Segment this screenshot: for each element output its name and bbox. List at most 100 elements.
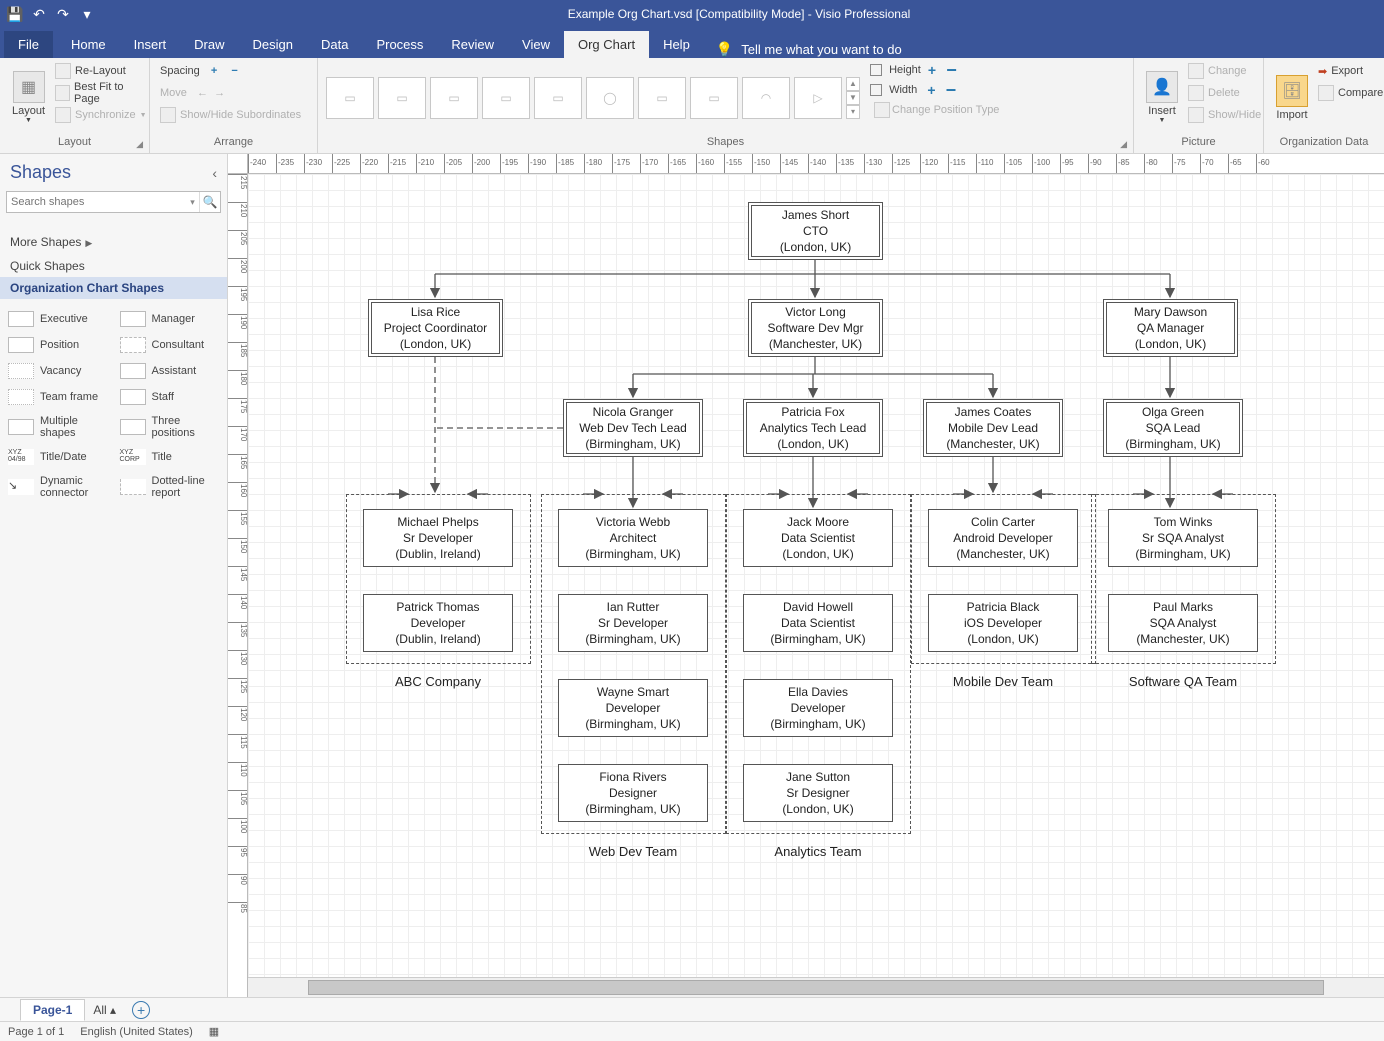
gallery-down-icon[interactable]: ▼ xyxy=(846,91,860,105)
org-box-olga[interactable]: Olga GreenSQA Lead(Birmingham, UK) xyxy=(1103,399,1243,457)
stencil-assistant[interactable]: Assistant xyxy=(118,359,222,383)
shape-style-9[interactable]: ◠ xyxy=(742,77,790,119)
width-check[interactable] xyxy=(870,84,882,96)
shape-style-1[interactable]: ▭ xyxy=(326,77,374,119)
export-button[interactable]: ➡Export xyxy=(1314,60,1384,82)
stencil-multiple[interactable]: Multiple shapes xyxy=(6,411,110,443)
shape-style-5[interactable]: ▭ xyxy=(534,77,582,119)
org-box-mary[interactable]: Mary DawsonQA Manager(London, UK) xyxy=(1103,299,1238,357)
macro-icon[interactable]: ▦ xyxy=(209,1025,219,1038)
team-label-web: Web Dev Team xyxy=(548,844,718,859)
tab-review[interactable]: Review xyxy=(437,31,508,58)
org-box-victoria[interactable]: Victoria WebbArchitect(Birmingham, UK) xyxy=(558,509,708,567)
tab-draw[interactable]: Draw xyxy=(180,31,238,58)
stencil-vacancy[interactable]: Vacancy xyxy=(6,359,110,383)
org-box-jamesc[interactable]: James CoatesMobile Dev Lead(Manchester, … xyxy=(923,399,1063,457)
org-box-pblack[interactable]: Patricia BlackiOS Developer(London, UK) xyxy=(928,594,1078,652)
tab-design[interactable]: Design xyxy=(239,31,307,58)
stencil-titledate[interactable]: XYZ04/98Title/Date xyxy=(6,445,110,469)
org-chart-shapes-category[interactable]: Organization Chart Shapes xyxy=(0,277,227,299)
quick-shapes-category[interactable]: Quick Shapes xyxy=(0,255,227,277)
stencil-teamframe[interactable]: Team frame xyxy=(6,385,110,409)
tab-home[interactable]: Home xyxy=(57,31,120,58)
change-picture-button[interactable]: Change xyxy=(1184,60,1265,82)
tab-process[interactable]: Process xyxy=(362,31,437,58)
save-icon[interactable]: 💾 xyxy=(4,3,26,25)
showhide-picture-button[interactable]: Show/Hide xyxy=(1184,104,1265,126)
org-box-david[interactable]: David HowellData Scientist(Birmingham, U… xyxy=(743,594,893,652)
stencil-consultant[interactable]: Consultant xyxy=(118,333,222,357)
org-box-michael[interactable]: Michael PhelpsSr Developer(Dublin, Irela… xyxy=(363,509,513,567)
tab-view[interactable]: View xyxy=(508,31,564,58)
add-page-button[interactable]: + xyxy=(132,1001,150,1019)
tab-data[interactable]: Data xyxy=(307,31,362,58)
tab-orgchart[interactable]: Org Chart xyxy=(564,31,649,58)
relayout-button[interactable]: Re-Layout xyxy=(51,60,150,82)
stencil-title[interactable]: XYZCORPTitle xyxy=(118,445,222,469)
org-box-jack[interactable]: Jack MooreData Scientist(London, UK) xyxy=(743,509,893,567)
redo-icon[interactable]: ↷ xyxy=(52,3,74,25)
stencil-position[interactable]: Position xyxy=(6,333,110,357)
tab-help[interactable]: Help xyxy=(649,31,704,58)
tab-file[interactable]: File xyxy=(4,31,53,58)
change-position-button[interactable]: Change Position Type xyxy=(870,100,1003,120)
org-box-wayne[interactable]: Wayne SmartDeveloper(Birmingham, UK) xyxy=(558,679,708,737)
stencil-executive[interactable]: Executive xyxy=(6,307,110,331)
tell-me-search[interactable]: 💡 Tell me what you want to do xyxy=(716,41,902,58)
collapse-panel-icon[interactable]: ‹ xyxy=(212,165,217,181)
launcher-icon[interactable]: ◢ xyxy=(136,137,143,151)
stencil-manager[interactable]: Manager xyxy=(118,307,222,331)
spacing-button[interactable]: Spacing + − xyxy=(156,60,311,82)
search-icon[interactable]: 🔍 xyxy=(200,192,220,212)
shape-style-8[interactable]: ▭ xyxy=(690,77,738,119)
tab-insert[interactable]: Insert xyxy=(120,31,181,58)
scrollbar-thumb[interactable] xyxy=(308,980,1324,995)
undo-icon[interactable]: ↶ xyxy=(28,3,50,25)
synchronize-button[interactable]: Synchronize▼ xyxy=(51,104,150,126)
import-button[interactable]: 🗄 Import xyxy=(1270,60,1314,135)
org-box-ella[interactable]: Ella DaviesDeveloper(Birmingham, UK) xyxy=(743,679,893,737)
search-input[interactable] xyxy=(7,192,186,212)
org-box-lisa[interactable]: Lisa RiceProject Coordinator(London, UK) xyxy=(368,299,503,357)
shape-style-4[interactable]: ▭ xyxy=(482,77,530,119)
shape-style-2[interactable]: ▭ xyxy=(378,77,426,119)
shape-style-6[interactable]: ◯ xyxy=(586,77,634,119)
page-status: Page 1 of 1 xyxy=(8,1026,64,1038)
showhide-sub-button[interactable]: Show/Hide Subordinates xyxy=(156,104,311,126)
org-box-patrick[interactable]: Patrick ThomasDeveloper(Dublin, Ireland) xyxy=(363,594,513,652)
shape-style-3[interactable]: ▭ xyxy=(430,77,478,119)
all-pages-button[interactable]: All ▴ xyxy=(93,1003,116,1017)
delete-picture-button[interactable]: Delete xyxy=(1184,82,1265,104)
height-check[interactable] xyxy=(870,64,882,76)
stencil-dynamic-connector[interactable]: ↘Dynamic connector xyxy=(6,471,110,503)
bestfit-button[interactable]: Best Fit to Page xyxy=(51,82,150,104)
org-box-james_short[interactable]: James ShortCTO(London, UK) xyxy=(748,202,883,260)
stencil-staff[interactable]: Staff xyxy=(118,385,222,409)
stencil-three[interactable]: Three positions xyxy=(118,411,222,443)
drawing-canvas[interactable]: ABC CompanyWeb Dev TeamAnalytics TeamMob… xyxy=(248,174,1384,977)
layout-button[interactable]: ▦ Layout▼ xyxy=(6,60,51,135)
qat-dropdown-icon[interactable]: ▾ xyxy=(76,3,98,25)
org-box-fiona[interactable]: Fiona RiversDesigner(Birmingham, UK) xyxy=(558,764,708,822)
org-box-colin[interactable]: Colin CarterAndroid Developer(Manchester… xyxy=(928,509,1078,567)
org-box-jane[interactable]: Jane SuttonSr Designer(London, UK) xyxy=(743,764,893,822)
gallery-more-icon[interactable]: ▾ xyxy=(846,105,860,119)
shape-style-10[interactable]: ▷ xyxy=(794,77,842,119)
launcher-icon[interactable]: ◢ xyxy=(1120,137,1127,151)
more-shapes-button[interactable]: More Shapes▶ xyxy=(0,229,227,255)
search-dropdown-icon[interactable]: ▾ xyxy=(186,192,200,212)
insert-picture-button[interactable]: 👤 Insert▼ xyxy=(1140,60,1184,135)
org-box-paul[interactable]: Paul MarksSQA Analyst(Manchester, UK) xyxy=(1108,594,1258,652)
move-button[interactable]: Move ← → xyxy=(156,82,311,104)
org-box-tom[interactable]: Tom WinksSr SQA Analyst(Birmingham, UK) xyxy=(1108,509,1258,567)
compare-button[interactable]: Compare xyxy=(1314,82,1384,104)
org-box-ian[interactable]: Ian RutterSr Developer(Birmingham, UK) xyxy=(558,594,708,652)
page-tab-1[interactable]: Page-1 xyxy=(20,999,85,1021)
shape-style-7[interactable]: ▭ xyxy=(638,77,686,119)
stencil-dotted-report[interactable]: Dotted-line report xyxy=(118,471,222,503)
gallery-up-icon[interactable]: ▲ xyxy=(846,77,860,91)
org-box-nicola[interactable]: Nicola GrangerWeb Dev Tech Lead(Birmingh… xyxy=(563,399,703,457)
horizontal-scrollbar[interactable] xyxy=(248,977,1384,997)
org-box-patricia[interactable]: Patricia FoxAnalytics Tech Lead(London, … xyxy=(743,399,883,457)
org-box-victor[interactable]: Victor LongSoftware Dev Mgr(Manchester, … xyxy=(748,299,883,357)
